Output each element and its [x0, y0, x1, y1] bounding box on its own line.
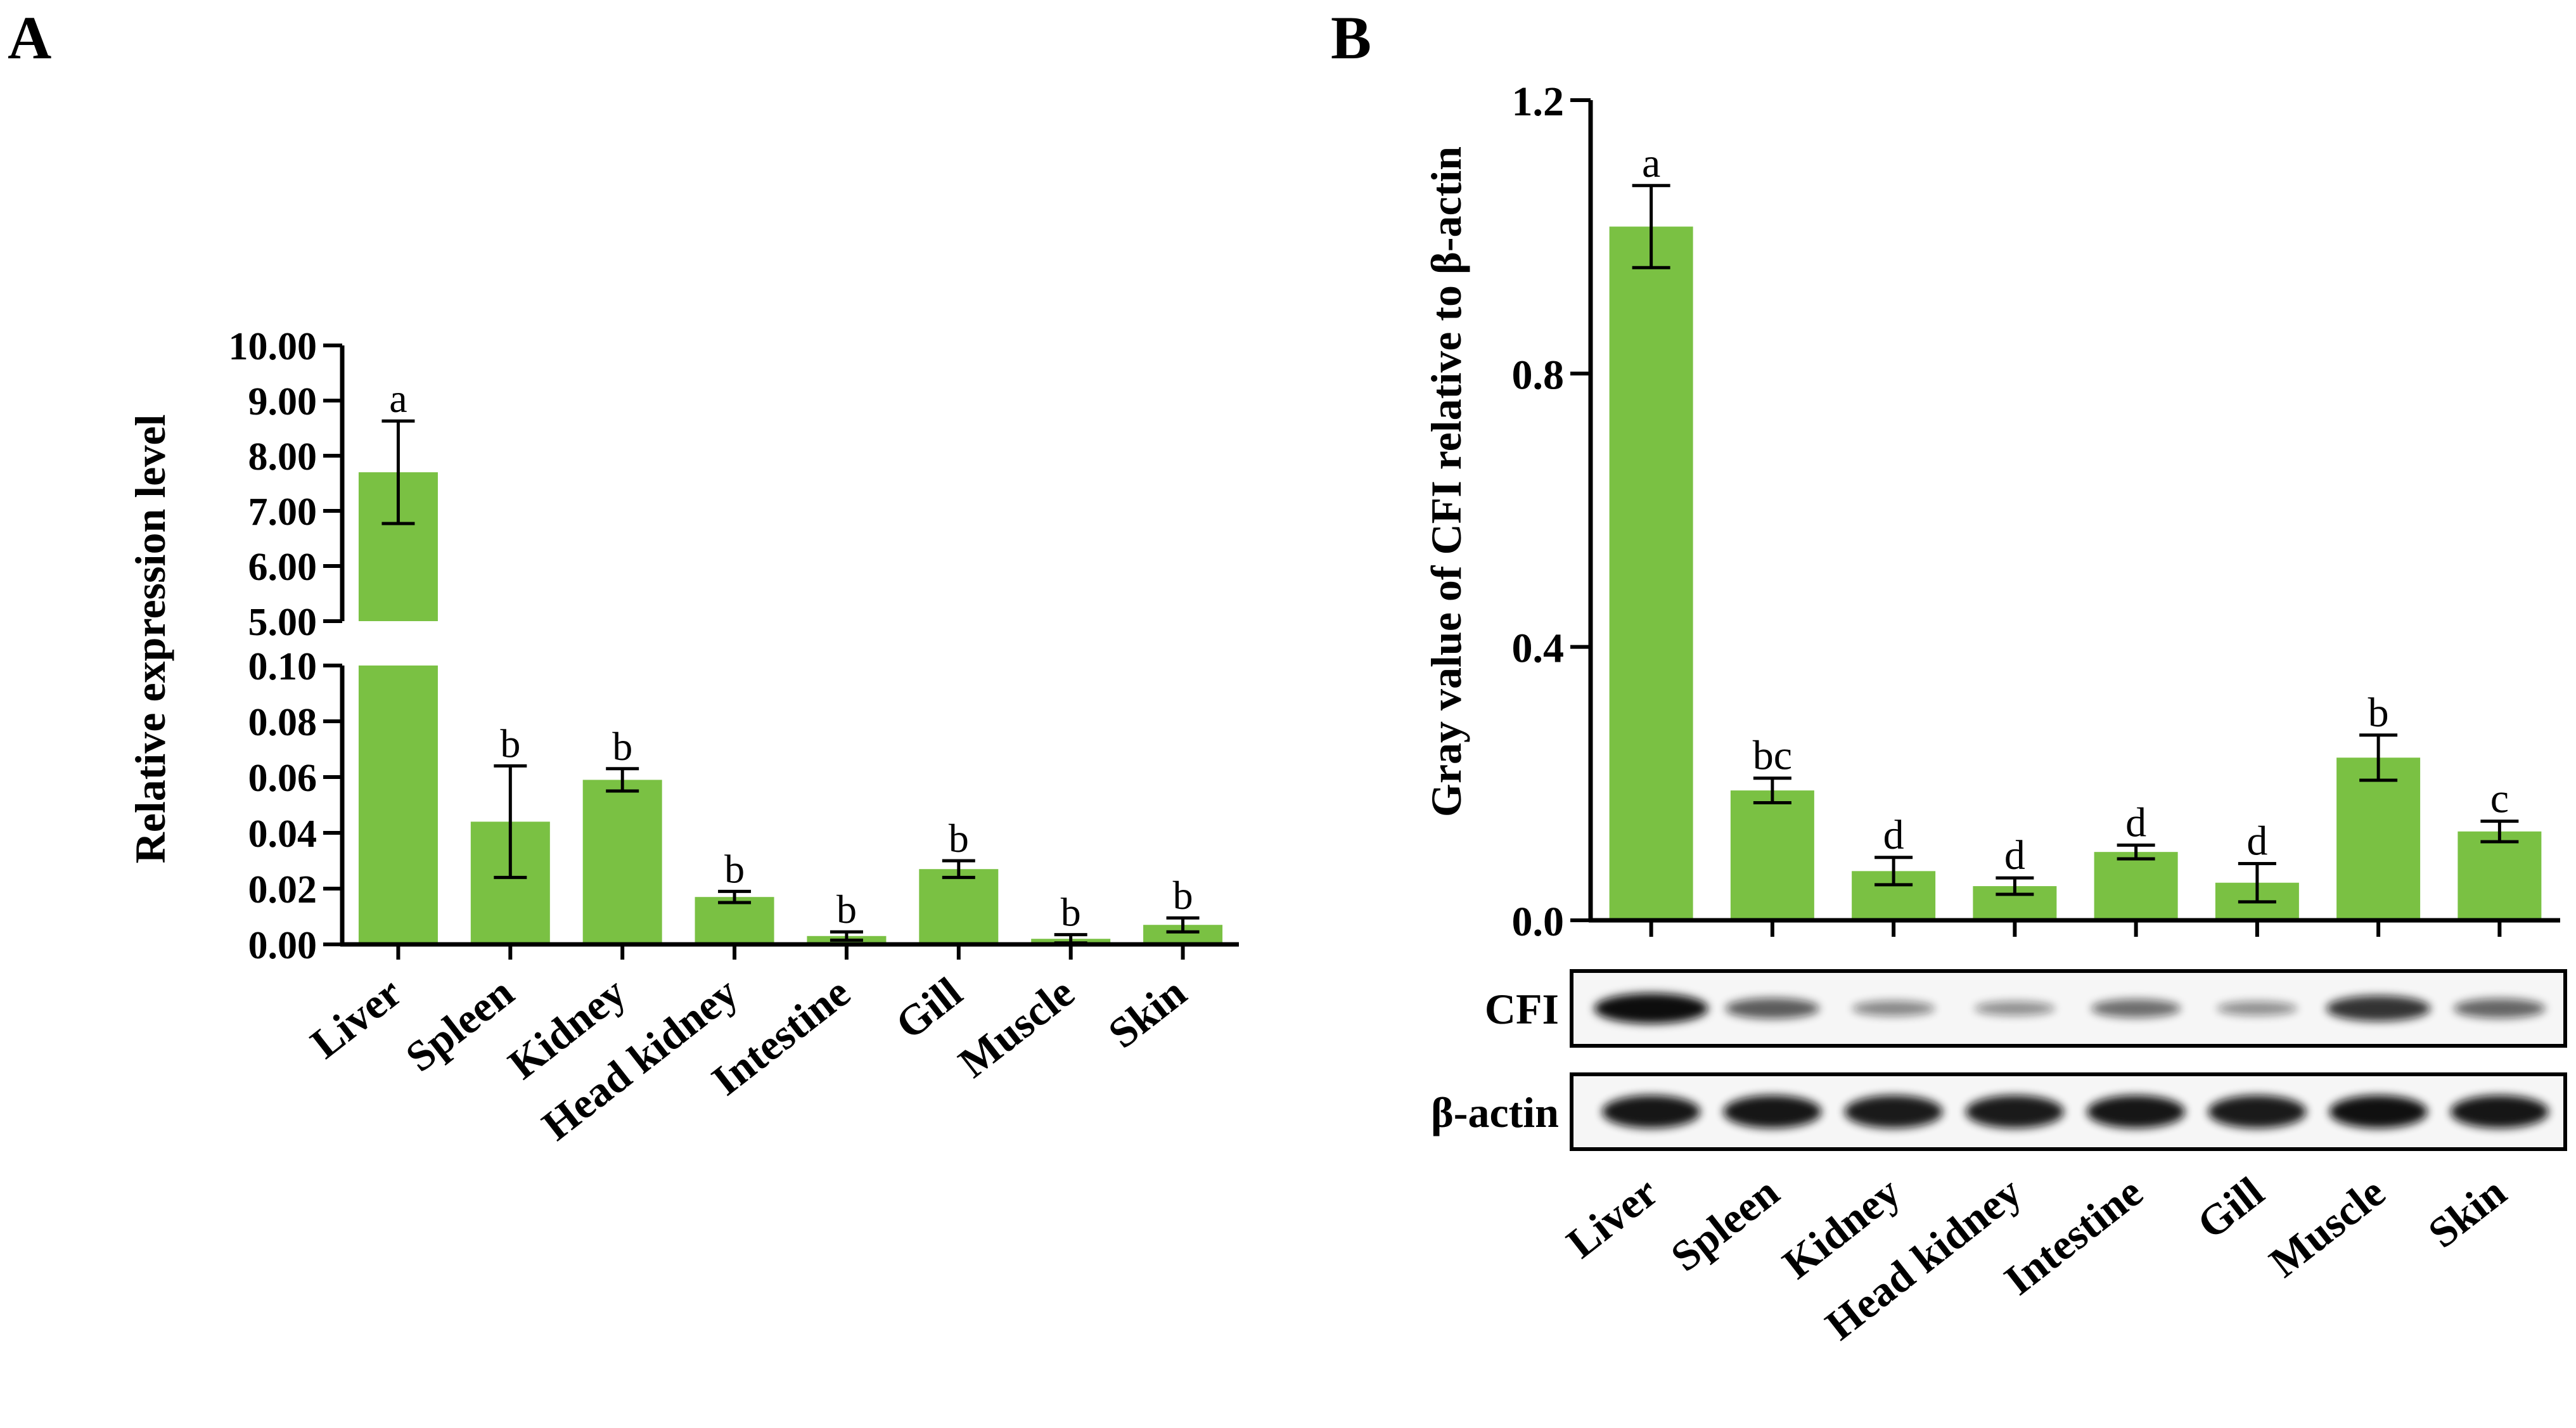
significance-letter: b — [612, 724, 632, 769]
blot-band — [1723, 1095, 1822, 1128]
panel-a-y-tick-label: 7.00 — [248, 491, 317, 534]
bar — [1730, 790, 1814, 920]
blot-beta-actin: β-actin — [1431, 1072, 2567, 1151]
blot-band — [2087, 1095, 2186, 1128]
blot-band — [2329, 1095, 2428, 1128]
panel-a-y-tick-label: 0.10 — [248, 645, 317, 688]
panel-b-axes — [1588, 100, 2560, 923]
panel-b-y-tick-label: 0.4 — [1512, 626, 1565, 672]
bar — [1609, 226, 1693, 920]
panel-a-y-ticks: 0.00 0.02 0.04 0.06 0.08 0.105.00 6.00 7.00 8.00… — [229, 325, 342, 967]
blot-band — [2091, 999, 2181, 1018]
panel-a-x-tick-label: Spleen — [397, 968, 523, 1081]
panel-b-x-tick-label: Gill — [2188, 1167, 2272, 1248]
panel-a-y-tick-label: 9.00 — [248, 380, 317, 423]
panel-a-y-tick-label: 5.00 — [248, 601, 317, 644]
panel-a-y-tick-label: 6.00 — [248, 546, 317, 589]
significance-letter: d — [1883, 812, 1904, 858]
bar — [582, 780, 662, 944]
blot-band — [1602, 1095, 1701, 1128]
panel-a-y-tick-label: 0.06 — [248, 757, 317, 800]
panel-label-a: A — [8, 4, 51, 72]
bar — [2336, 757, 2421, 920]
panel-a-y-tick-label: 0.08 — [248, 701, 317, 744]
bar — [2094, 852, 2178, 920]
panel-b-x-tick-label: Liver — [1558, 1167, 1667, 1268]
significance-letter: b — [500, 721, 520, 766]
significance-letter: bc — [1753, 733, 1792, 779]
bar — [358, 666, 438, 944]
panel-b-western-blots: CFI β-actin — [1431, 969, 2567, 1151]
panel-a-y-axis-title: Relative expression level — [126, 415, 174, 864]
significance-letter: b — [2368, 690, 2389, 736]
significance-letter: d — [2246, 818, 2267, 864]
blot-band — [1965, 1095, 2064, 1128]
panel-a-x-tick-label: Liver — [302, 968, 411, 1068]
panel-a-y-tick-label: 0.04 — [248, 813, 317, 856]
blot-band — [1852, 1000, 1935, 1017]
panel-a-y-tick-label: 10.00 — [229, 325, 317, 368]
significance-letter: b — [1173, 873, 1193, 918]
blot-band — [1974, 1001, 2056, 1016]
panel-b-x-tick-label: Skin — [2419, 1167, 2515, 1257]
panel-a-x-tick-label: Gill — [887, 968, 971, 1048]
blot-band — [1594, 993, 1708, 1024]
blot-band — [1725, 998, 1820, 1019]
bar — [695, 897, 774, 944]
significance-letter: b — [836, 887, 857, 932]
blot-label: β-actin — [1431, 1088, 1559, 1136]
panel-a-x-tick-label: Muscle — [949, 968, 1082, 1087]
blot-cfi: CFI — [1485, 969, 2567, 1048]
panel-b-y-tick-label: 1.2 — [1512, 79, 1565, 125]
blot-band — [2217, 1001, 2298, 1016]
panel-b-x-tick-label: Intestine — [1996, 1167, 2151, 1304]
panel-label-b: B — [1331, 4, 1371, 72]
panel-a-bars: a b b b b b b b — [358, 376, 1223, 945]
blot-band — [2453, 998, 2546, 1019]
panel-a-y-tick-label: 0.00 — [248, 924, 317, 967]
bar — [919, 869, 999, 944]
significance-letter: a — [389, 376, 407, 421]
blot-band — [1844, 1095, 1943, 1128]
panel-a-x-tick-label: Skin — [1099, 968, 1195, 1057]
panel-a-axes — [340, 345, 1239, 947]
significance-letter: a — [1642, 140, 1660, 186]
panel-b-x-tick-label: Spleen — [1662, 1167, 1788, 1281]
blot-band — [2450, 1095, 2549, 1128]
blot-band — [2326, 995, 2431, 1022]
panel-b-x-tick-label: Muscle — [2260, 1167, 2393, 1287]
panel-b-y-tick-label: 0.0 — [1512, 899, 1565, 945]
panel-b-y-tick-label: 0.8 — [1512, 352, 1565, 398]
panel-b-y-ticks: 0.0 0.4 0.8 1.2 — [1512, 79, 1591, 945]
significance-letter: c — [2490, 776, 2509, 822]
significance-letter: b — [1061, 890, 1081, 935]
panel-b-y-axis-title: Gray value of CFI relative to β-actin — [1422, 146, 1470, 817]
significance-letter: d — [2004, 832, 2025, 878]
blot-label: CFI — [1485, 985, 1559, 1033]
significance-letter: b — [949, 816, 969, 861]
significance-letter: d — [2125, 799, 2146, 846]
blot-band — [2208, 1095, 2307, 1128]
panel-a-y-tick-label: 8.00 — [248, 435, 317, 479]
panel-b-chart: Gray value of CFI relative to β-actin 0.… — [1422, 79, 2567, 1349]
panel-a-chart: Relative expression level 0.000.020.040.… — [126, 325, 1239, 1150]
significance-letter: b — [724, 846, 745, 891]
panel-a-y-tick-label: 0.02 — [248, 868, 317, 911]
bar — [2457, 831, 2542, 920]
